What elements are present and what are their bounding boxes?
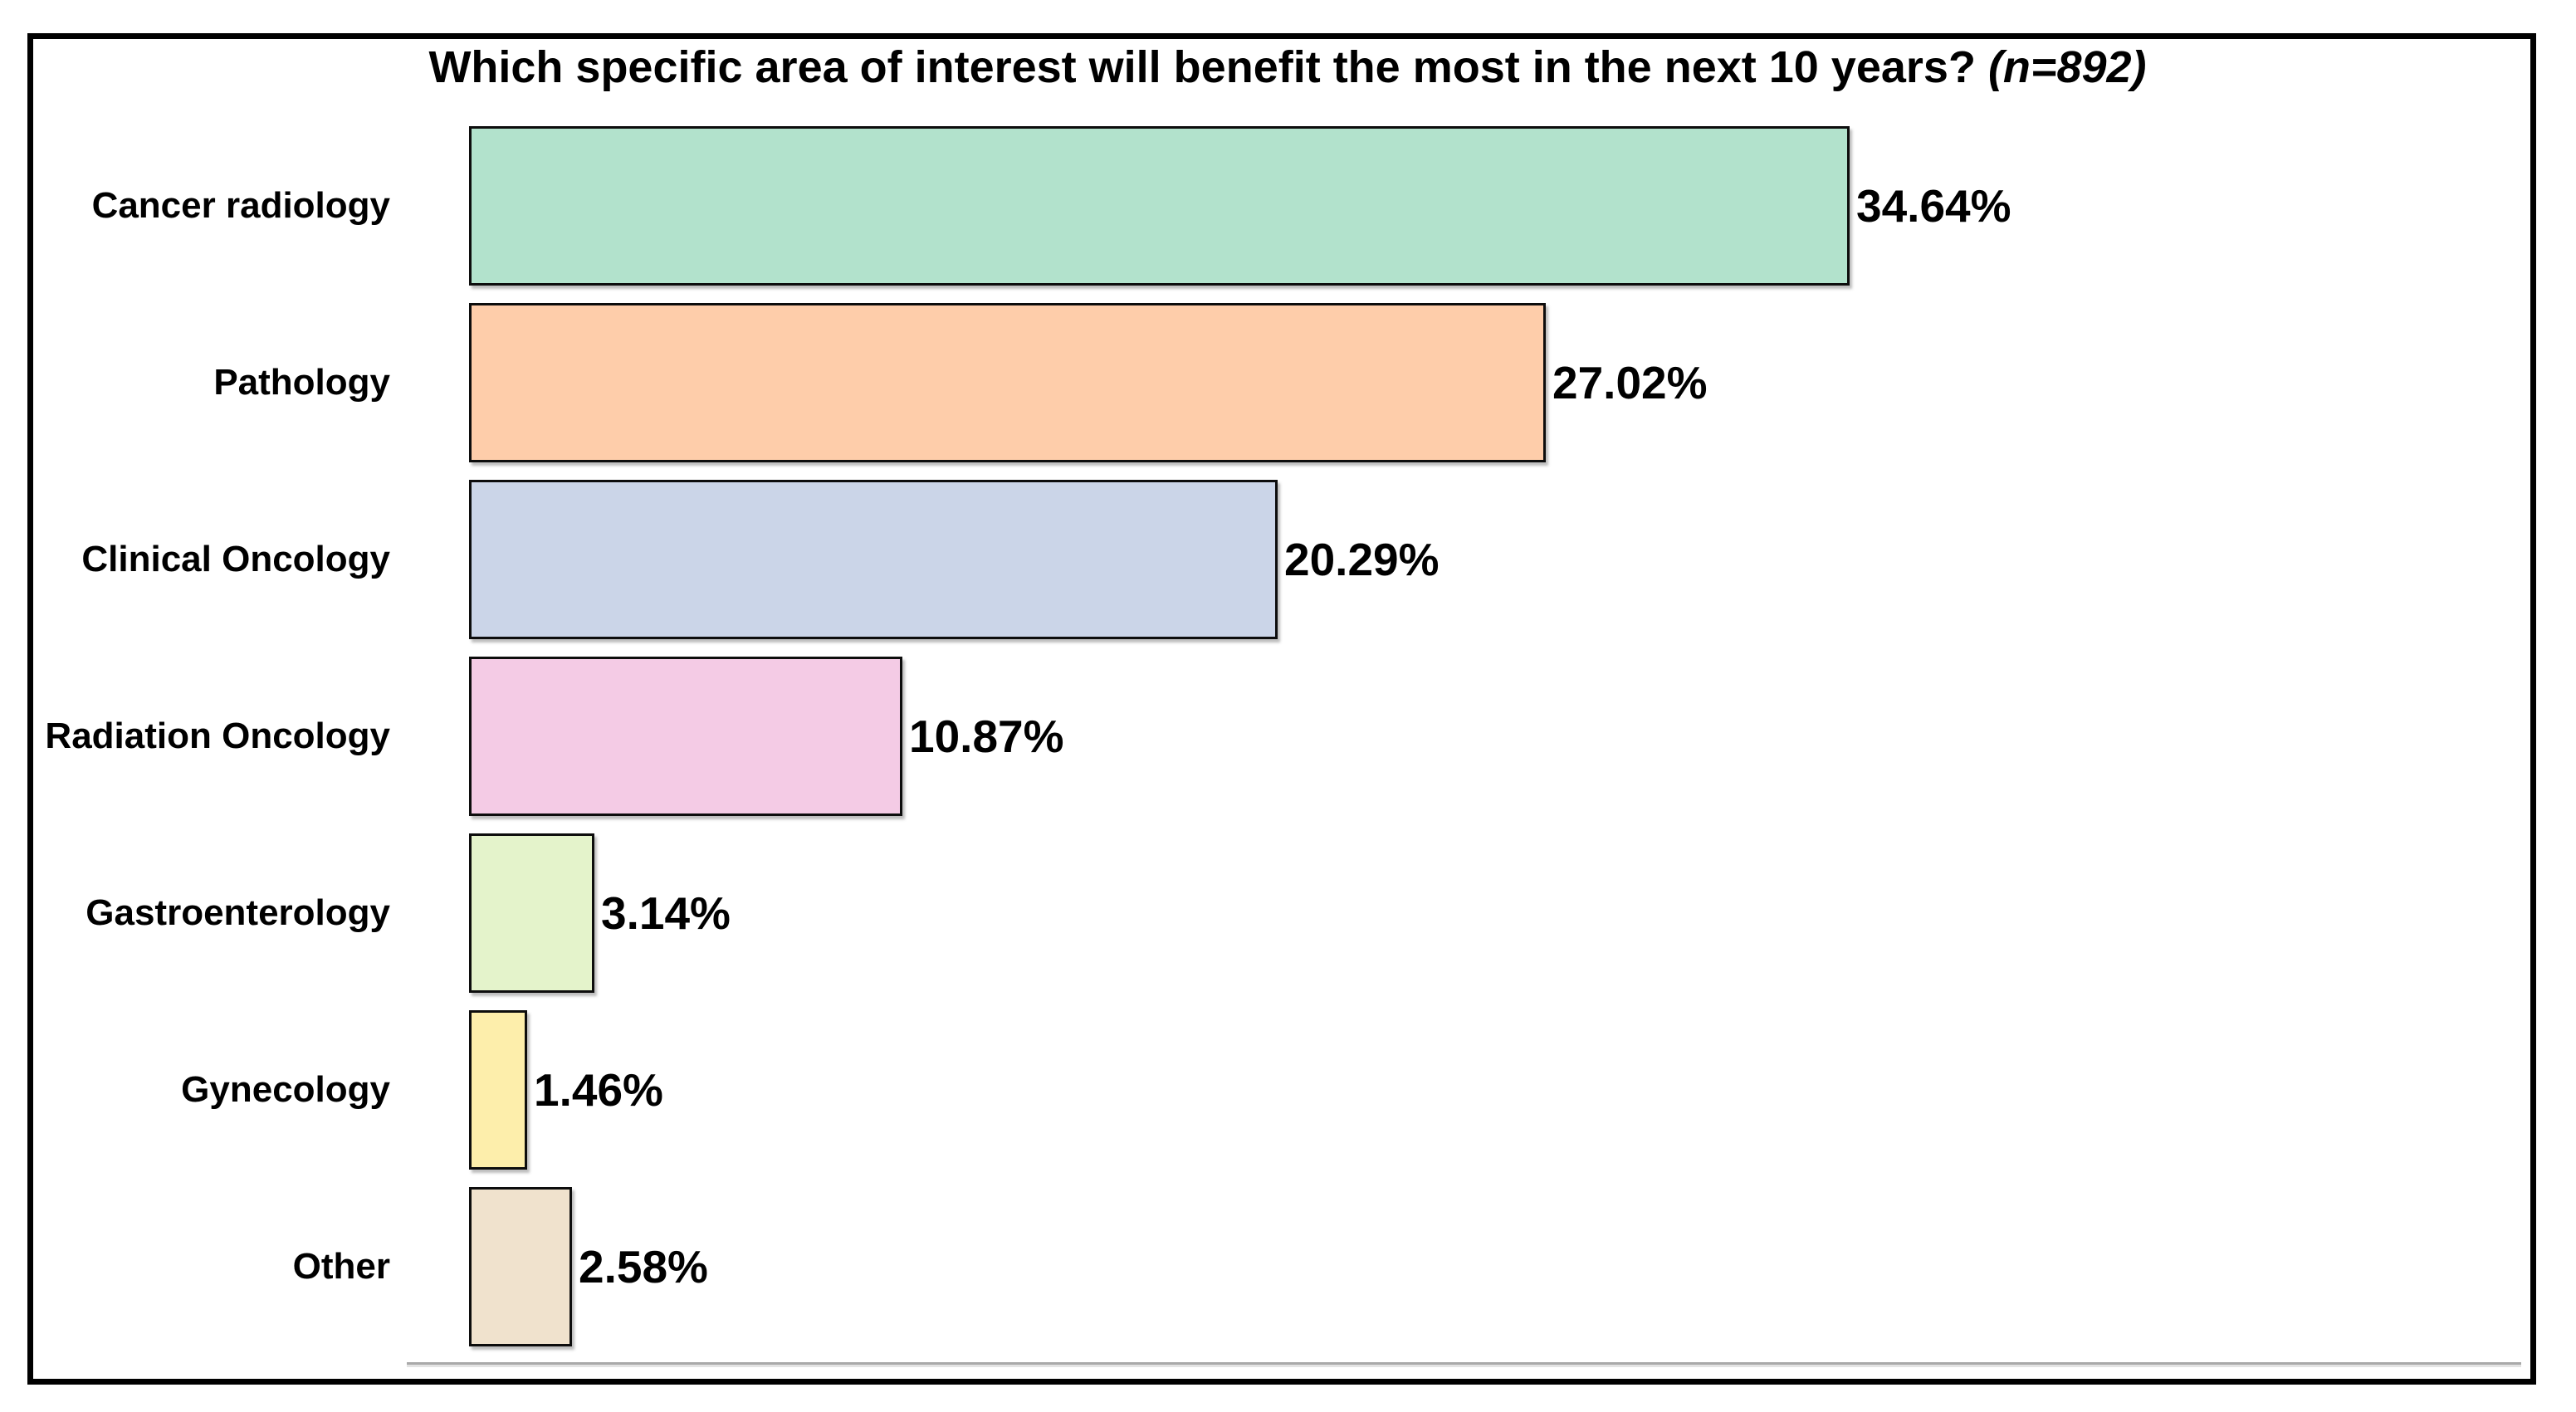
category-label: Other [292,1246,390,1287]
value-label: 20.29% [1284,534,1440,585]
chart-title-text: Which specific area of interest will ben… [428,42,1988,92]
bar [469,480,1278,639]
chart-title-sample-size: (n=892) [1987,42,2147,92]
value-label: 10.87% [909,711,1064,762]
bar [469,1187,572,1346]
value-label: 27.02% [1552,357,1708,408]
category-label: Gastroenterology [86,892,390,933]
category-label: Clinical Oncology [81,539,390,579]
value-label: 3.14% [601,887,731,939]
bar [469,833,594,993]
bar [469,126,1850,286]
bar [469,303,1546,462]
value-label: 1.46% [534,1064,663,1116]
bar [469,1010,527,1170]
category-label: Gynecology [181,1069,390,1110]
value-label: 34.64% [1856,180,2011,232]
chart-title: Which specific area of interest will ben… [33,42,2542,92]
bar [469,657,902,816]
category-label: Pathology [213,362,390,403]
x-axis-line [407,1362,2521,1367]
category-label: Radiation Oncology [45,716,390,756]
value-label: 2.58% [579,1241,708,1292]
category-label: Cancer radiology [91,185,390,226]
